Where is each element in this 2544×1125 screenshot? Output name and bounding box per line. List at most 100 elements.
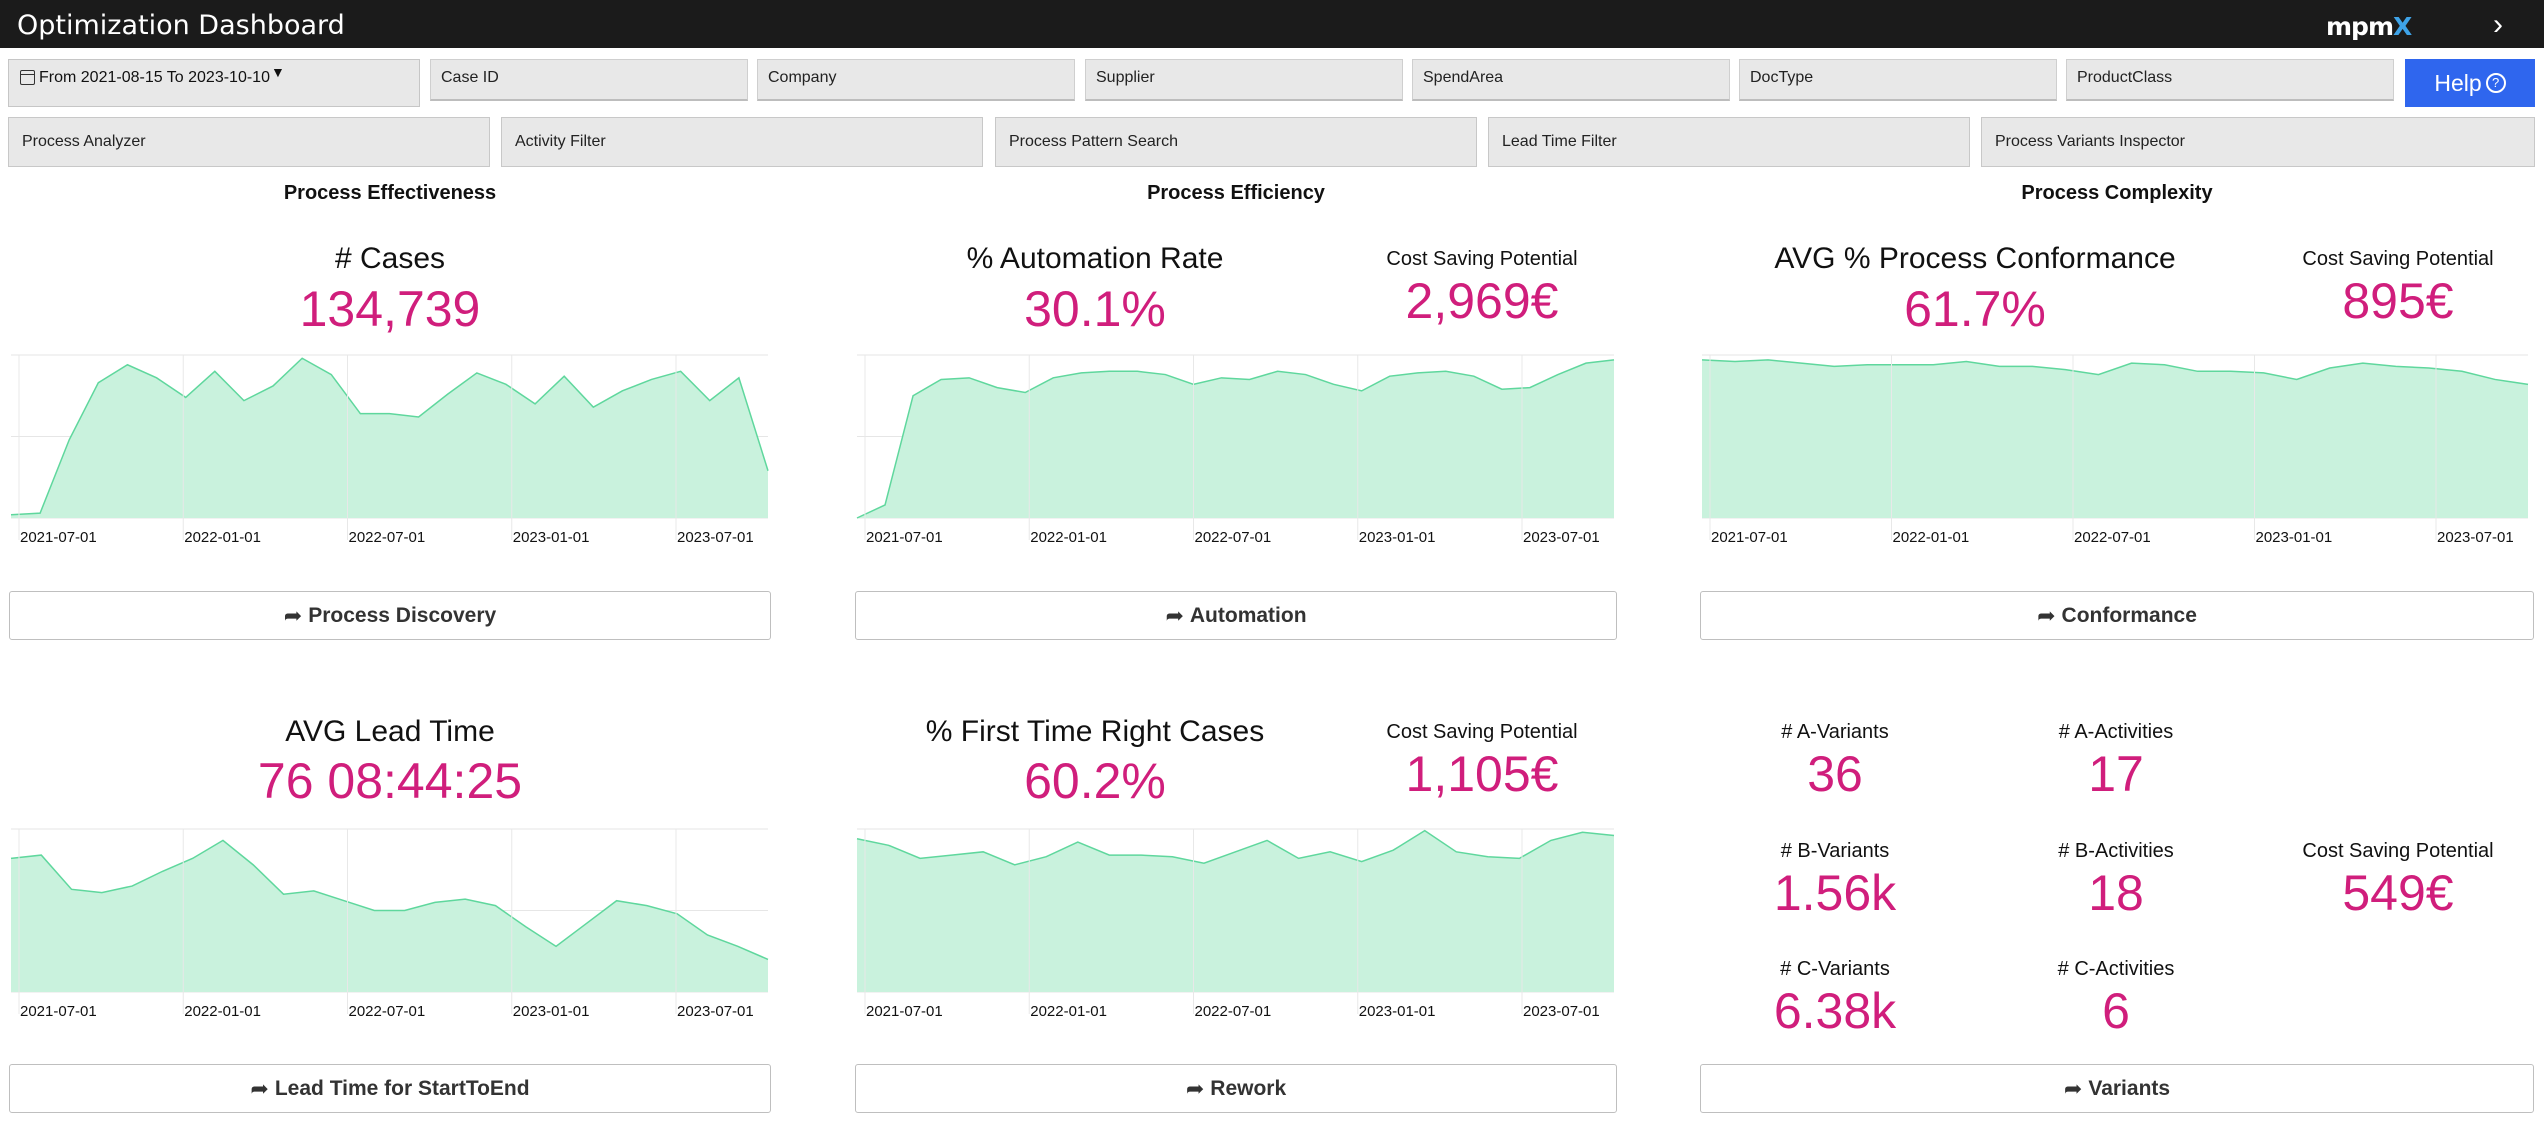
x-tick-label: 2022-01-01 bbox=[1030, 529, 1107, 546]
filter-case-id[interactable]: Case ID bbox=[430, 59, 748, 101]
b-activities-value: 18 bbox=[2088, 865, 2144, 921]
x-tick-label: 2021-07-01 bbox=[20, 529, 97, 546]
nav-lead-time-filter[interactable]: Lead Time Filter bbox=[1488, 117, 1970, 167]
b-activities-label: # B-Activities bbox=[2058, 840, 2174, 862]
area-fill bbox=[1702, 359, 2528, 518]
kpi-automation-value: 30.1% bbox=[1024, 281, 1166, 337]
x-tick-label: 2023-07-01 bbox=[677, 1003, 754, 1020]
chart-cases: 2021-07-01 2022-01-01 2022-07-01 2023-01-01… bbox=[10, 354, 769, 546]
app-title: Optimization Dashboard bbox=[17, 10, 345, 41]
c-variants-value: 6.38k bbox=[1773, 983, 1897, 1039]
c-activities-label: # C-Activities bbox=[2057, 958, 2175, 980]
kpi-ftr-value: 60.2% bbox=[1024, 753, 1166, 809]
chart-ftr: 2021-07-01 2022-01-01 2022-07-01 2023-01-01… bbox=[856, 828, 1615, 1020]
area-line bbox=[856, 359, 1615, 519]
x-tick-label: 2022-07-01 bbox=[349, 529, 426, 546]
b-variants-value: 1.56k bbox=[1773, 865, 1897, 921]
csp-conformance-value: 895€ bbox=[2342, 273, 2454, 329]
area-line bbox=[856, 829, 1615, 866]
x-tick-label: 2023-01-01 bbox=[513, 529, 590, 546]
section-complexity-title: Process Complexity bbox=[2021, 182, 2213, 204]
chart-automation: 2021-07-01 2022-01-01 2022-07-01 2023-01-01… bbox=[856, 354, 1615, 546]
nav-activity-filter[interactable]: Activity Filter bbox=[501, 117, 983, 167]
csp-ftr-value: 1,105€ bbox=[1405, 746, 1559, 802]
date-range-filter[interactable]: From 2021-08-15 To 2023-10-10 ▼ bbox=[8, 59, 420, 107]
mpmx-logo: mpmX bbox=[2326, 12, 2412, 41]
area-fill bbox=[11, 840, 768, 992]
filter-spendarea[interactable]: SpendArea bbox=[1412, 59, 1730, 101]
share-arrow-icon: ➦ bbox=[2063, 1075, 2083, 1101]
area-line bbox=[1701, 359, 2529, 386]
share-arrow-icon: ➦ bbox=[1185, 1075, 1205, 1101]
kpi-conformance-label: AVG % Process Conformance bbox=[1774, 242, 2176, 275]
kpi-ftr-label: % First Time Right Cases bbox=[925, 715, 1265, 748]
b-variants-label: # B-Variants bbox=[1780, 840, 1890, 862]
filter-supplier[interactable]: Supplier bbox=[1085, 59, 1403, 101]
kpi-cases-value: 134,739 bbox=[299, 281, 481, 337]
kpi-cases-label: # Cases bbox=[334, 242, 446, 275]
x-tick-label: 2023-07-01 bbox=[1523, 1003, 1600, 1020]
x-tick-label: 2022-07-01 bbox=[2074, 529, 2151, 546]
conformance-button[interactable]: ➦ Conformance bbox=[1700, 591, 2534, 640]
csp-conformance-label: Cost Saving Potential bbox=[2302, 248, 2494, 270]
x-tick-label: 2021-07-01 bbox=[1711, 529, 1788, 546]
share-arrow-icon: ➦ bbox=[283, 602, 303, 628]
csp-automation-label: Cost Saving Potential bbox=[1386, 248, 1578, 270]
section-efficiency-title: Process Efficiency bbox=[1147, 182, 1325, 204]
a-activities-value: 17 bbox=[2088, 746, 2144, 802]
rework-button[interactable]: ➦ Rework bbox=[855, 1064, 1617, 1113]
csp-variants-value: 549€ bbox=[2342, 865, 2454, 921]
automation-button[interactable]: ➦ Automation bbox=[855, 591, 1617, 640]
share-arrow-icon: ➦ bbox=[1165, 602, 1184, 628]
a-activities-label: # A-Activities bbox=[2058, 721, 2174, 743]
variants-button[interactable]: ➦ Variants bbox=[1700, 1064, 2534, 1113]
area-line bbox=[10, 839, 769, 961]
help-button[interactable]: Help? bbox=[2405, 59, 2535, 107]
x-tick-label: 2023-01-01 bbox=[2256, 529, 2333, 546]
chart-leadtime: 2021-07-01 2022-01-01 2022-07-01 2023-01-01… bbox=[10, 828, 769, 1020]
automation-area-chart: 2021-07-01 2022-01-01 2022-07-01 2023-01-01… bbox=[856, 354, 1615, 546]
filter-productclass[interactable]: ProductClass bbox=[2066, 59, 2394, 101]
chart-conformance: 2021-07-01 2022-01-01 2022-07-01 2023-01-01… bbox=[1701, 354, 2529, 546]
x-tick-label: 2023-01-01 bbox=[513, 1003, 590, 1020]
x-tick-label: 2023-07-01 bbox=[1523, 529, 1600, 546]
calendar-icon bbox=[20, 70, 35, 85]
area-line bbox=[10, 357, 769, 516]
csp-variants-label: Cost Saving Potential bbox=[2302, 840, 2494, 862]
share-arrow-icon: ➦ bbox=[2037, 602, 2056, 628]
cases-area-chart: 2021-07-01 2022-01-01 2022-07-01 2023-01-01… bbox=[10, 354, 769, 546]
area-fill bbox=[857, 359, 1614, 518]
question-icon: ? bbox=[2485, 73, 2506, 93]
x-tick-label: 2022-07-01 bbox=[1195, 529, 1272, 546]
kpi-leadtime-value: 76 08:44:25 bbox=[257, 753, 523, 809]
share-arrow-icon: ➦ bbox=[250, 1075, 269, 1101]
x-tick-label: 2023-07-01 bbox=[2437, 529, 2514, 546]
lead-time-button[interactable]: ➦ Lead Time for StartToEnd bbox=[9, 1064, 771, 1113]
nav-process-analyzer[interactable]: Process Analyzer bbox=[8, 117, 490, 167]
x-tick-label: 2021-07-01 bbox=[866, 529, 943, 546]
process-discovery-button[interactable]: ➦ Process Discovery bbox=[9, 591, 771, 640]
chevron-right-icon[interactable]: › bbox=[2493, 8, 2503, 41]
filter-doctype[interactable]: DocType bbox=[1739, 59, 2057, 101]
x-tick-label: 2022-01-01 bbox=[1893, 529, 1970, 546]
csp-automation-value: 2,969€ bbox=[1405, 273, 1559, 329]
x-tick-label: 2023-01-01 bbox=[1359, 1003, 1436, 1020]
x-tick-label: 2022-01-01 bbox=[184, 1003, 261, 1020]
kpi-automation-label: % Automation Rate bbox=[966, 242, 1224, 275]
filter-company[interactable]: Company bbox=[757, 59, 1075, 101]
leadtime-area-chart: 2021-07-01 2022-01-01 2022-07-01 2023-01-01… bbox=[10, 828, 769, 1020]
caret-down-icon[interactable]: ▼ bbox=[271, 64, 285, 80]
x-tick-label: 2022-07-01 bbox=[349, 1003, 426, 1020]
x-tick-label: 2022-01-01 bbox=[184, 529, 261, 546]
area-fill bbox=[857, 830, 1614, 992]
top-bar: Optimization Dashboard mpmX › bbox=[0, 0, 2544, 48]
nav-process-variants-inspector[interactable]: Process Variants Inspector bbox=[1981, 117, 2535, 167]
ftr-area-chart: 2021-07-01 2022-01-01 2022-07-01 2023-01-01… bbox=[856, 828, 1615, 1020]
x-tick-label: 2023-01-01 bbox=[1359, 529, 1436, 546]
x-tick-label: 2021-07-01 bbox=[866, 1003, 943, 1020]
x-tick-label: 2022-07-01 bbox=[1195, 1003, 1272, 1020]
c-variants-label: # C-Variants bbox=[1780, 958, 1890, 980]
nav-process-pattern-search[interactable]: Process Pattern Search bbox=[995, 117, 1477, 167]
csp-ftr-label: Cost Saving Potential bbox=[1386, 721, 1578, 743]
section-effectiveness-title: Process Effectiveness bbox=[283, 182, 497, 204]
